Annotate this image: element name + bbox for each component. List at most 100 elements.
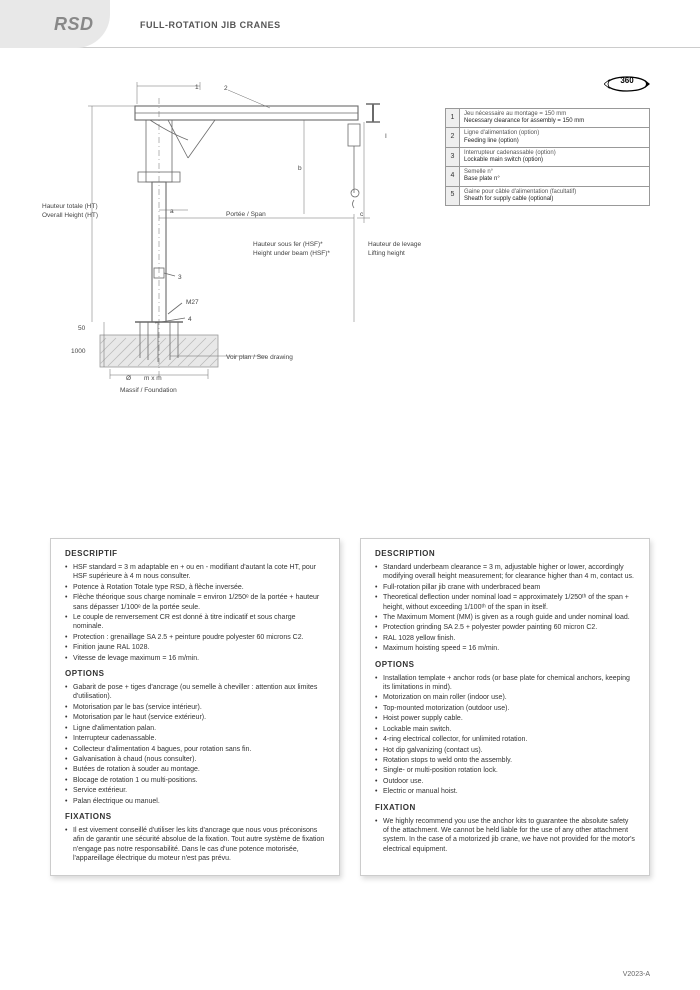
list-item: Hot dip galvanizing (contact us). — [375, 746, 635, 755]
desc-box-en: DESCRIPTION Standard underbeam clearance… — [360, 538, 650, 876]
callout-text: Semelle n°Base plate n° — [460, 167, 650, 186]
list-item: Butées de rotation à souder au montage. — [65, 765, 325, 774]
content: 360 1Jeu nécessaire au montage = 150 mmN… — [0, 48, 700, 896]
list-item: Gabarit de pose + tiges d'ancrage (ou se… — [65, 683, 325, 702]
list-options-en: Installation template + anchor rods (or … — [375, 674, 635, 797]
label-hsf-en: Height under beam (HSF)* — [253, 250, 330, 257]
list-item: We highly recommend you use the anchor k… — [375, 817, 635, 855]
label-m27: M27 — [186, 299, 199, 306]
heading-fixation-en: FIXATION — [375, 803, 635, 814]
callout-table: 1Jeu nécessaire au montage = 150 mmNeces… — [445, 108, 650, 206]
callout-num: 3 — [446, 147, 460, 166]
list-item: Top-mounted motorization (outdoor use). — [375, 704, 635, 713]
callout-num-2: 2 — [224, 85, 228, 92]
label-50: 50 — [78, 325, 86, 332]
list-description: Standard underbeam clearance = 3 m, adju… — [375, 563, 635, 654]
label-a: a — [170, 208, 174, 215]
callout-text: Ligne d'alimentation (option)Feeding lin… — [460, 128, 650, 147]
label-c: c — [360, 211, 364, 218]
list-item: The Maximum Moment (MM) is given as a ro… — [375, 613, 635, 622]
list-item: 4-ring electrical collector, for unlimit… — [375, 735, 635, 744]
list-item: Standard underbeam clearance = 3 m, adju… — [375, 563, 635, 582]
label-diam: Ø — [126, 375, 131, 382]
heading-description: DESCRIPTION — [375, 549, 635, 560]
callout-text: Jeu nécessaire au montage = 150 mmNecess… — [460, 109, 650, 128]
list-item: Le couple de renversement CR est donné à… — [65, 613, 325, 632]
list-item: Protection : grenaillage SA 2.5 + peintu… — [65, 633, 325, 642]
list-item: Blocage de rotation 1 ou multi-positions… — [65, 776, 325, 785]
list-item: Motorisation par le haut (service extéri… — [65, 713, 325, 722]
list-item: Lockable main switch. — [375, 725, 635, 734]
list-item: Vitesse de levage maximum = 16 m/min. — [65, 654, 325, 663]
callout-text: Interrupteur cadenassable (option)Lockab… — [460, 147, 650, 166]
label-span: Portée / Span — [226, 211, 266, 218]
callout-row: 2Ligne d'alimentation (option)Feeding li… — [446, 128, 650, 147]
label-foundation: Massif / Foundation — [120, 387, 177, 394]
heading-options-fr: OPTIONS — [65, 669, 325, 680]
list-item: Potence à Rotation Totale type RSD, à fl… — [65, 583, 325, 592]
callout-row: 4Semelle n°Base plate n° — [446, 167, 650, 186]
callout-num-1: 1 — [195, 84, 199, 91]
label-lift-en: Lifting height — [368, 250, 405, 257]
label-1000: 1000 — [71, 348, 86, 355]
callout-text: Gaine pour câble d'alimentation (faculta… — [460, 186, 650, 205]
list-item: RAL 1028 yellow finish. — [375, 634, 635, 643]
desc-box-fr: DESCRIPTIF HSF standard = 3 m adaptable … — [50, 538, 340, 876]
description-row: DESCRIPTIF HSF standard = 3 m adaptable … — [50, 538, 650, 876]
header-tab: RSD — [40, 0, 110, 48]
list-item: Motorization on main roller (indoor use)… — [375, 693, 635, 702]
list-item: Flèche théorique sous charge nominale = … — [65, 593, 325, 612]
list-item: HSF standard = 3 m adaptable en + ou en … — [65, 563, 325, 582]
diagram-area: 360 1Jeu nécessaire au montage = 150 mmN… — [50, 78, 650, 398]
callout-row: 5Gaine pour câble d'alimentation (facult… — [446, 186, 650, 205]
callout-num: 5 — [446, 186, 460, 205]
list-item: Installation template + anchor rods (or … — [375, 674, 635, 693]
list-descriptif: HSF standard = 3 m adaptable en + ou en … — [65, 563, 325, 663]
callout-row: 1Jeu nécessaire au montage = 150 mmNeces… — [446, 109, 650, 128]
footer-code: V2023-A — [623, 971, 650, 978]
label-lift-fr: Hauteur de levage — [368, 241, 422, 248]
label-see-drawing: Voir plan / See drawing — [226, 354, 293, 361]
list-item: Electric or manual hoist. — [375, 787, 635, 796]
callout-num-3: 3 — [178, 274, 182, 281]
list-item: Finition jaune RAL 1028. — [65, 643, 325, 652]
list-item: Theoretical deflection under nominal loa… — [375, 593, 635, 612]
list-item: Rotation stops to weld onto the assembly… — [375, 756, 635, 765]
callout-num: 4 — [446, 167, 460, 186]
header-title: FULL-ROTATION JIB CRANES — [140, 20, 281, 30]
list-item: Interrupteur cadenassable. — [65, 734, 325, 743]
list-item: Ligne d'alimentation palan. — [65, 724, 325, 733]
label-mxm: m x m — [144, 375, 162, 382]
page-header: RSD FULL-ROTATION JIB CRANES — [0, 0, 700, 48]
list-fixations-fr: Il est vivement conseillé d'utiliser les… — [65, 826, 325, 864]
list-item: Full-rotation pillar jib crane with unde… — [375, 583, 635, 592]
list-item: Palan électrique ou manuel. — [65, 797, 325, 806]
list-options-fr: Gabarit de pose + tiges d'ancrage (ou se… — [65, 683, 325, 806]
list-item: Maximum hoisting speed = 16 m/min. — [375, 644, 635, 653]
label-I: I — [385, 133, 387, 140]
callout-num: 2 — [446, 128, 460, 147]
rotation-360-icon: 360 — [604, 70, 650, 98]
header-tab-label: RSD — [54, 14, 94, 35]
page: RSD FULL-ROTATION JIB CRANES 360 1Jeu né… — [0, 0, 700, 990]
label-ht-fr: Hauteur totale (HT) — [42, 203, 98, 210]
crane-diagram: 1 2 3 4 M27 a b c I Portée / Span Hauteu… — [40, 78, 435, 418]
list-item: Protection grinding SA 2.5 + polyester p… — [375, 623, 635, 632]
heading-descriptif: DESCRIPTIF — [65, 549, 325, 560]
callout-num: 1 — [446, 109, 460, 128]
list-item: Service extérieur. — [65, 786, 325, 795]
label-b: b — [298, 165, 302, 172]
list-fixation-en: We highly recommend you use the anchor k… — [375, 817, 635, 855]
label-ht-en: Overall Height (HT) — [42, 212, 98, 219]
rotation-text: 360 — [620, 76, 634, 85]
list-item: Collecteur d'alimentation 4 bagues, pour… — [65, 745, 325, 754]
callout-row: 3Interrupteur cadenassable (option)Locka… — [446, 147, 650, 166]
callout-num-4: 4 — [188, 316, 192, 323]
list-item: Hoist power supply cable. — [375, 714, 635, 723]
heading-options-en: OPTIONS — [375, 660, 635, 671]
label-hsf-fr: Hauteur sous fer (HSF)* — [253, 241, 323, 248]
header-stripe — [0, 0, 40, 48]
list-item: Single- or multi-position rotation lock. — [375, 766, 635, 775]
list-item: Galvanisation à chaud (nous consulter). — [65, 755, 325, 764]
list-item: Outdoor use. — [375, 777, 635, 786]
